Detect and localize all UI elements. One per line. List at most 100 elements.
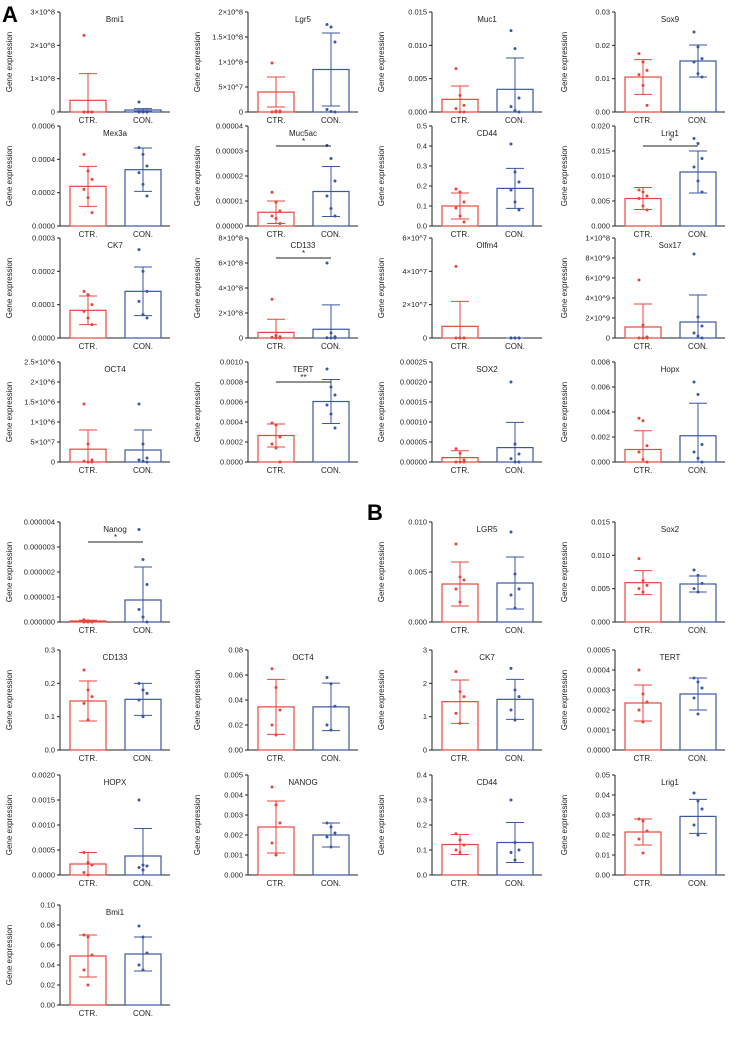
x-tick-label: CTR. [267,879,286,888]
data-point [645,829,649,833]
data-point [145,110,149,114]
y-tick-label: 1.5×10^8 [212,33,243,42]
data-point [90,460,94,464]
data-point [509,457,513,461]
data-point [274,423,278,427]
data-point [333,393,337,397]
y-tick-label: 4×10^7 [402,267,427,276]
data-point [141,558,145,561]
data-point [692,823,696,827]
data-point [509,530,513,534]
chart-6: CD44 0.0 0.1 0.2 0.3 0.4 0.5 Gene expression CTR… [377,122,542,239]
data-point [517,848,521,852]
y-tick-label: 0.0010 [220,358,243,367]
data-point [137,100,141,104]
data-point [692,696,696,700]
y-tick-label: 0.000004 [24,518,55,527]
data-point [137,924,141,928]
data-point [137,528,141,531]
data-point [329,336,333,340]
data-point [329,207,333,210]
data-point [329,25,333,29]
data-point [641,60,645,64]
data-point [462,578,466,582]
y-axis-label: Gene expression [5,795,14,855]
data-point [700,75,704,79]
y-tick-label: 0.00 [595,108,610,117]
y-tick-label: 0.02 [40,981,55,990]
data-point [274,110,278,114]
data-point [145,620,149,624]
y-tick-label: 0.02 [595,831,610,840]
y-tick-label: 2×10^8 [30,41,55,50]
y-tick-label: 0.004 [224,791,243,800]
y-axis-label: Gene expression [193,146,202,206]
data-point [270,421,274,425]
data-point [86,460,90,464]
x-tick-label: CON. [321,230,341,239]
y-tick-label: 0.010 [408,518,427,527]
y-tick-label: 0.0002 [587,706,610,715]
x-tick-label: CON. [688,466,708,475]
chart-12: OCT4 0 5×10^7 1×10^6 1.5×10^6 2×10^6 2.5×10^6 G… [5,358,170,475]
y-tick-label: 0.0015 [32,796,55,805]
y-tick-label: 0 [423,746,427,755]
y-tick-label: 0.0020 [32,771,55,780]
data-point [141,715,145,719]
y-tick-label: 3 [423,646,427,655]
x-tick-label: CON. [321,754,341,763]
data-point [696,573,700,577]
x-tick-label: CTR. [451,230,470,239]
data-point [454,542,458,546]
data-point [696,334,700,338]
y-tick-label: 0.00004 [216,122,243,131]
y-tick-label: 0.00 [228,746,243,755]
y-axis-label: Gene expression [5,32,14,92]
data-point [509,798,513,802]
data-point [462,695,466,699]
y-tick-label: 0.010 [591,172,610,181]
data-point [509,851,513,854]
y-tick-label: 0.01 [595,74,610,83]
data-point [645,68,649,72]
data-point [517,208,521,212]
data-point [90,110,94,114]
y-axis-label: Gene expression [5,925,14,985]
chart-title: Hopx [661,365,680,374]
data-point [692,165,696,169]
data-point [513,442,517,446]
data-point [141,968,145,972]
data-point [82,933,86,937]
x-tick-label: CON. [505,626,525,635]
data-point [274,334,278,337]
y-axis-label: Gene expression [377,258,386,318]
chart-title: Nanog [103,525,127,534]
y-tick-label: 0.0003 [32,234,55,243]
y-tick-label: 0.00010 [400,418,427,427]
data-point [333,426,337,430]
y-axis-label: Gene expression [377,382,386,442]
data-point [513,460,517,464]
data-point [700,57,704,61]
data-point [454,848,458,852]
chart-5: Muc5ac 0.00000 0.00001 0.00002 0.00003 0.0000… [193,122,358,239]
data-point [325,261,329,265]
data-point [696,315,700,319]
y-tick-label: 0.06 [228,671,243,680]
data-point [458,838,462,842]
y-tick-label: 2×10^8 [218,309,243,318]
y-tick-label: 0.005 [408,568,427,577]
chart-20: OCT4 0.00 0.02 0.04 0.06 0.08 Gene expression C… [193,646,358,763]
y-tick-label: 0.04 [40,961,55,970]
y-axis-label: Gene expression [377,146,386,206]
x-tick-label: CTR. [79,1009,98,1018]
data-point [462,336,466,340]
data-point [270,214,274,218]
data-point [517,452,521,456]
data-point [458,451,462,455]
y-tick-label: 2×10^8 [218,8,243,17]
data-point [700,190,704,194]
data-point [458,851,462,854]
y-axis-label: Gene expression [560,258,569,318]
